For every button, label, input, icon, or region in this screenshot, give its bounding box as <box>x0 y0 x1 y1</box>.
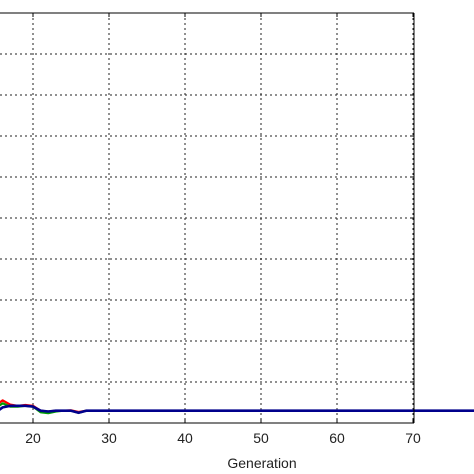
series-lines <box>0 399 474 415</box>
grid-lines <box>0 13 414 423</box>
x-tick-label-50: 50 <box>253 430 269 446</box>
x-tick-label-70: 70 <box>405 430 421 446</box>
x-tick-label-20: 20 <box>25 430 41 446</box>
x-axis-label: Generation <box>227 455 296 471</box>
series-line-2 <box>0 404 474 415</box>
x-tick-label-30: 30 <box>101 430 117 446</box>
x-ticks: 20 30 40 50 60 70 <box>25 13 421 446</box>
x-tick-label-40: 40 <box>177 430 193 446</box>
series-line-1 <box>0 402 474 415</box>
x-tick-label-60: 60 <box>329 430 345 446</box>
